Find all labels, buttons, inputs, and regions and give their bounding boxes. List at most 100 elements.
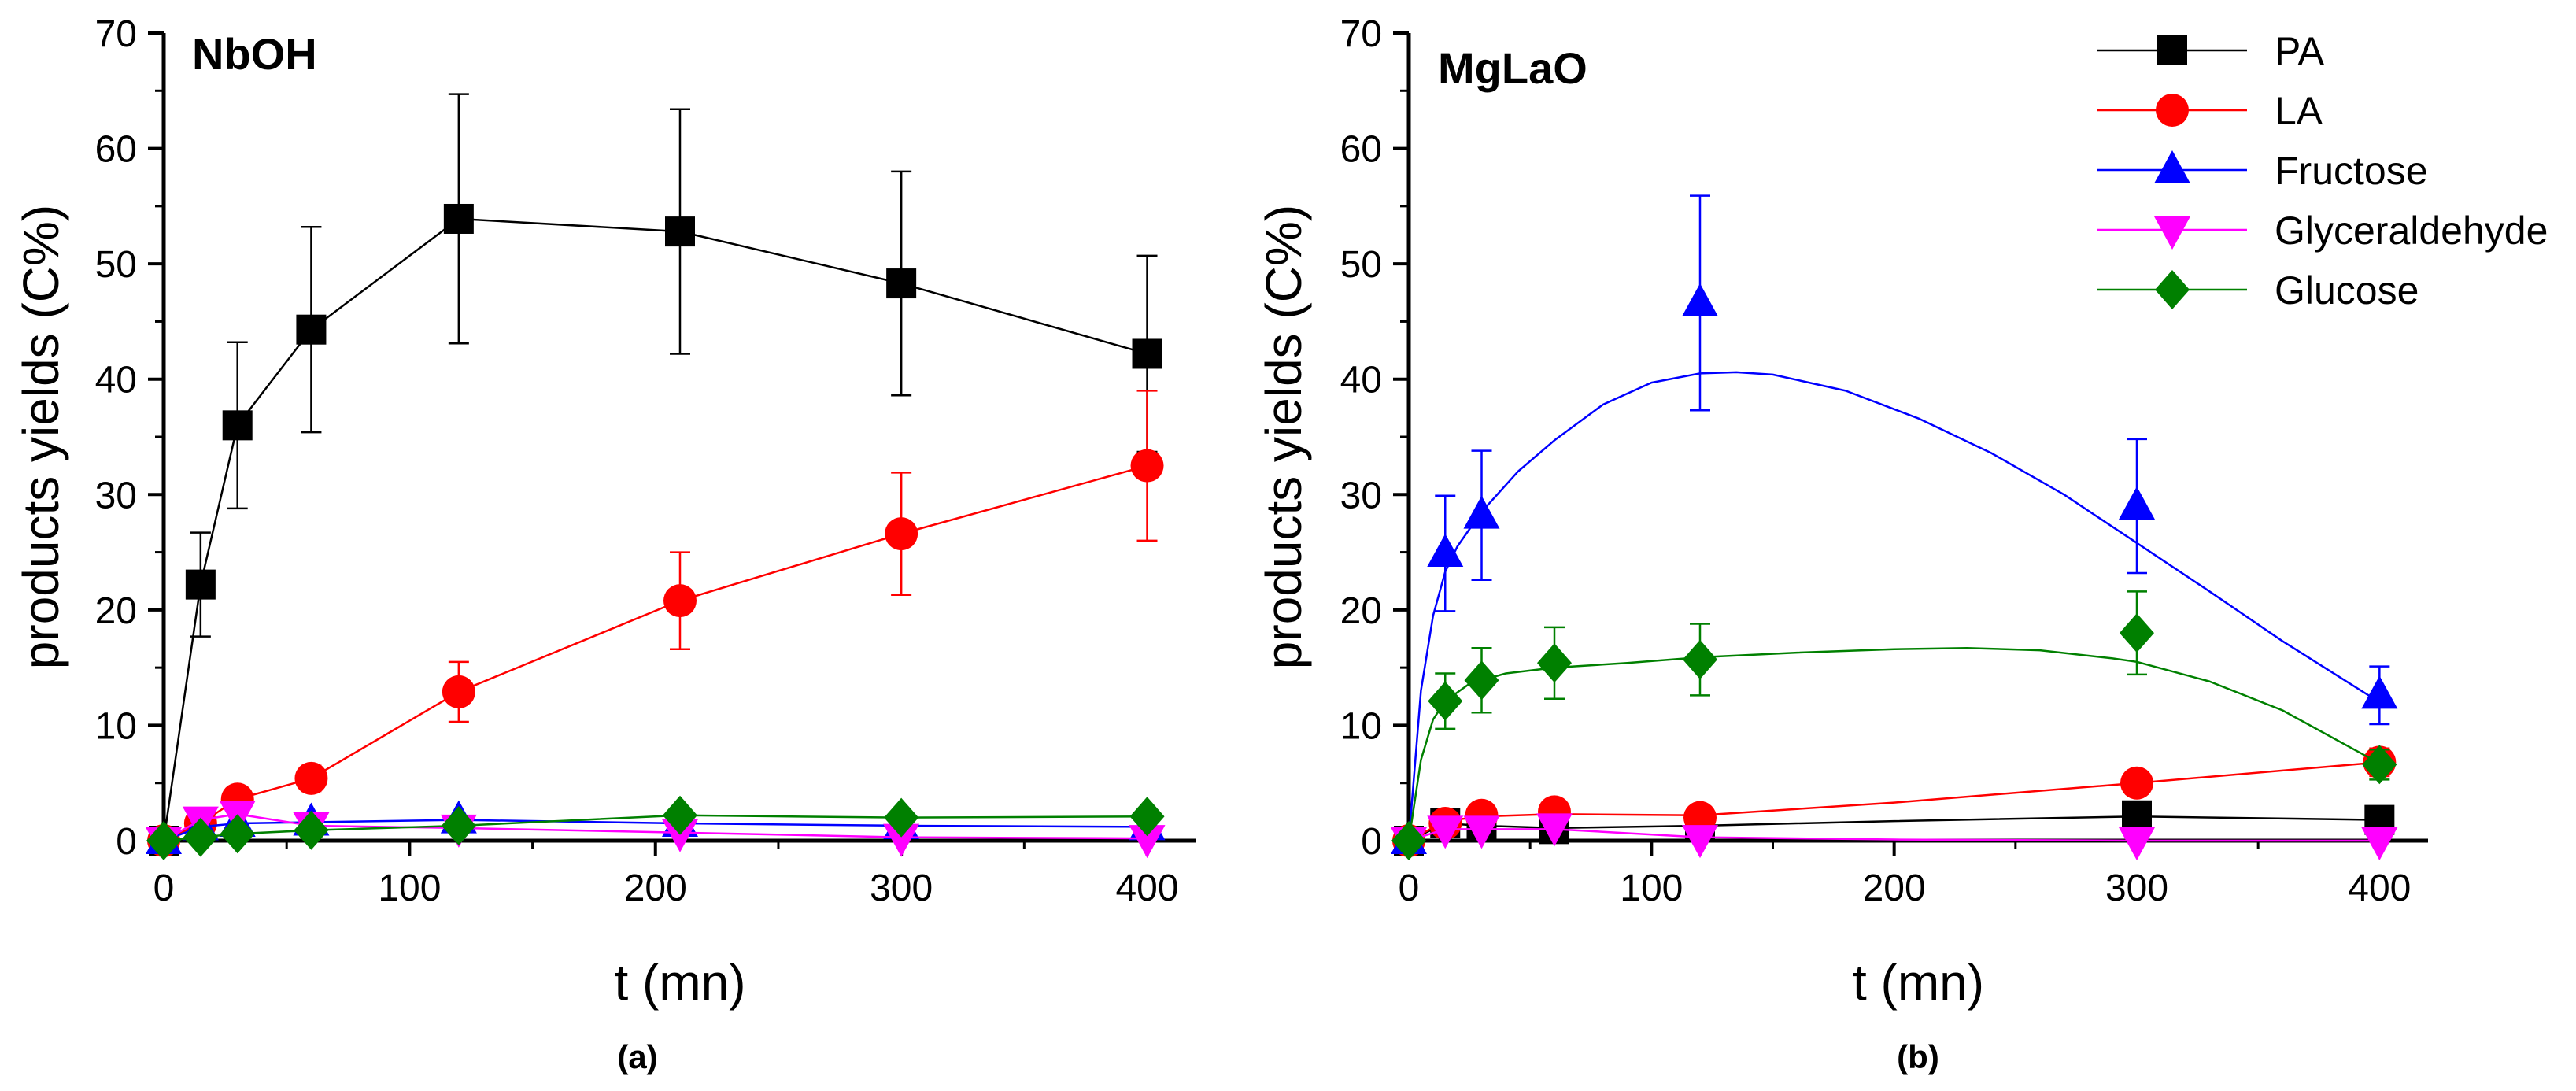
data-point-fructose [1682, 283, 1718, 316]
y-tick-label: 30 [1340, 475, 1382, 516]
y-tick-label: 40 [95, 360, 137, 401]
data-point-fructose [2119, 486, 2155, 520]
x-tick-label: 200 [624, 867, 687, 909]
legend-item-pa: PA [2097, 29, 2325, 73]
y-tick-label: 20 [95, 590, 137, 632]
data-point-glucose [441, 805, 476, 845]
y-axis-title: products yields (C%) [1255, 205, 1312, 669]
x-tick-label: 300 [2105, 867, 2168, 909]
data-point-glucose [1428, 681, 1463, 721]
data-point-la [885, 517, 918, 551]
y-tick-label: 70 [95, 13, 137, 55]
data-point-pa [886, 268, 917, 299]
data-point-la [294, 761, 328, 795]
legend-item-glyceraldehyde: Glyceraldehyde [2097, 209, 2548, 253]
data-point-la [1130, 449, 1164, 483]
y-tick-label: 60 [95, 129, 137, 171]
data-point-glucose [2362, 745, 2397, 785]
data-point-fructose [1463, 495, 1500, 529]
data-point-glucose [183, 817, 218, 857]
data-point-pa [296, 314, 327, 345]
y-tick-label: 30 [95, 475, 137, 516]
y-tick-label: 40 [1340, 360, 1382, 401]
chart-panel-nboh: 0 10 20 30 40 50 60 70 0 100 200 300 400 t (mn) produc… [13, 13, 1196, 1075]
y-tick-label: 50 [95, 244, 137, 286]
series-fructose [1391, 194, 2398, 854]
panel-caption: (b) [1897, 1038, 1939, 1075]
x-tick-label: 400 [2348, 867, 2411, 909]
legend-marker-glyceraldehyde [2154, 216, 2190, 250]
y-tick-label: 0 [116, 821, 137, 863]
data-point-glucose [2120, 613, 2154, 653]
data-point-glucose [663, 795, 697, 835]
series-line-pa [162, 217, 1148, 841]
x-tick-label: 100 [1620, 867, 1683, 909]
data-point-pa [185, 569, 216, 600]
series-la [147, 390, 1164, 857]
data-point-pa [665, 216, 695, 247]
legend-item-fructose: Fructose [2097, 149, 2428, 193]
legend-label: PA [2275, 29, 2325, 73]
data-point-glucose [884, 797, 919, 838]
data-point-glyceraldehyde [1129, 825, 1166, 859]
series-glyceraldehyde [1391, 813, 2398, 860]
legend-marker-fructose [2154, 150, 2190, 183]
legend-marker-la [2156, 94, 2189, 127]
series-line-fructose [1407, 371, 2380, 841]
x-tick-label: 100 [378, 867, 441, 909]
chart-panel-mglao: 0 10 20 30 40 50 60 70 0 100 200 300 400 t (mn) produc… [1255, 13, 2548, 1075]
legend-label: LA [2275, 89, 2323, 133]
data-point-glucose [1537, 643, 1572, 683]
y-tick-label: 20 [1340, 590, 1382, 632]
x-tick-label: 0 [1399, 867, 1420, 909]
legend-marker-pa [2157, 35, 2187, 65]
x-tick-label: 300 [870, 867, 933, 909]
data-point-fructose [2361, 675, 2398, 709]
legend-label: Fructose [2275, 149, 2428, 193]
data-point-glyceraldehyde [1536, 813, 1573, 847]
data-point-glucose [1391, 821, 1426, 860]
data-point-pa [222, 410, 253, 441]
data-point-glyceraldehyde [1463, 815, 1500, 849]
series-glucose [146, 795, 1165, 860]
series-pa [149, 93, 1162, 856]
data-point-la [2120, 766, 2153, 800]
y-axis-title: products yields (C%) [13, 205, 69, 669]
x-axis-title: t (mn) [1853, 954, 1984, 1011]
legend-item-la: LA [2097, 89, 2323, 133]
y-tick-label: 10 [95, 705, 137, 747]
data-point-glyceraldehyde [2119, 827, 2155, 860]
data-point-glyceraldehyde [662, 819, 698, 852]
data-point-glucose [294, 810, 329, 850]
legend-label: Glyceraldehyde [2275, 209, 2548, 253]
panel-caption: (a) [617, 1038, 657, 1075]
data-point-glucose [1129, 797, 1165, 837]
y-tick-label: 50 [1340, 244, 1382, 286]
legend-item-glucose: Glucose [2097, 268, 2419, 313]
data-point-fructose [1427, 534, 1464, 568]
data-point-pa [443, 203, 474, 234]
x-tick-label: 400 [1115, 867, 1178, 909]
legend-marker-glucose [2155, 270, 2190, 309]
data-point-glucose [146, 821, 181, 860]
panel-title: MgLaO [1438, 43, 1587, 93]
x-axis-title: t (mn) [614, 954, 745, 1011]
y-tick-label: 0 [1361, 821, 1382, 863]
data-point-la [442, 675, 475, 708]
y-tick-label: 10 [1340, 705, 1382, 747]
x-tick-label: 200 [1863, 867, 1926, 909]
data-point-glyceraldehyde [1427, 815, 1464, 849]
series-glucose [1391, 590, 2397, 860]
data-point-pa [2122, 800, 2152, 830]
data-point-glucose [220, 814, 255, 854]
data-point-glyceraldehyde [2361, 827, 2398, 860]
y-tick-label: 60 [1340, 129, 1382, 171]
y-tick-label: 70 [1340, 13, 1382, 55]
data-point-glucose [1464, 660, 1499, 701]
legend: PA LA Fructose Glyceraldehyde Glucose [2097, 29, 2548, 313]
data-point-glucose [1683, 639, 1717, 679]
x-tick-label: 0 [153, 867, 175, 909]
data-point-pa [1132, 338, 1162, 369]
data-point-glyceraldehyde [883, 823, 920, 857]
